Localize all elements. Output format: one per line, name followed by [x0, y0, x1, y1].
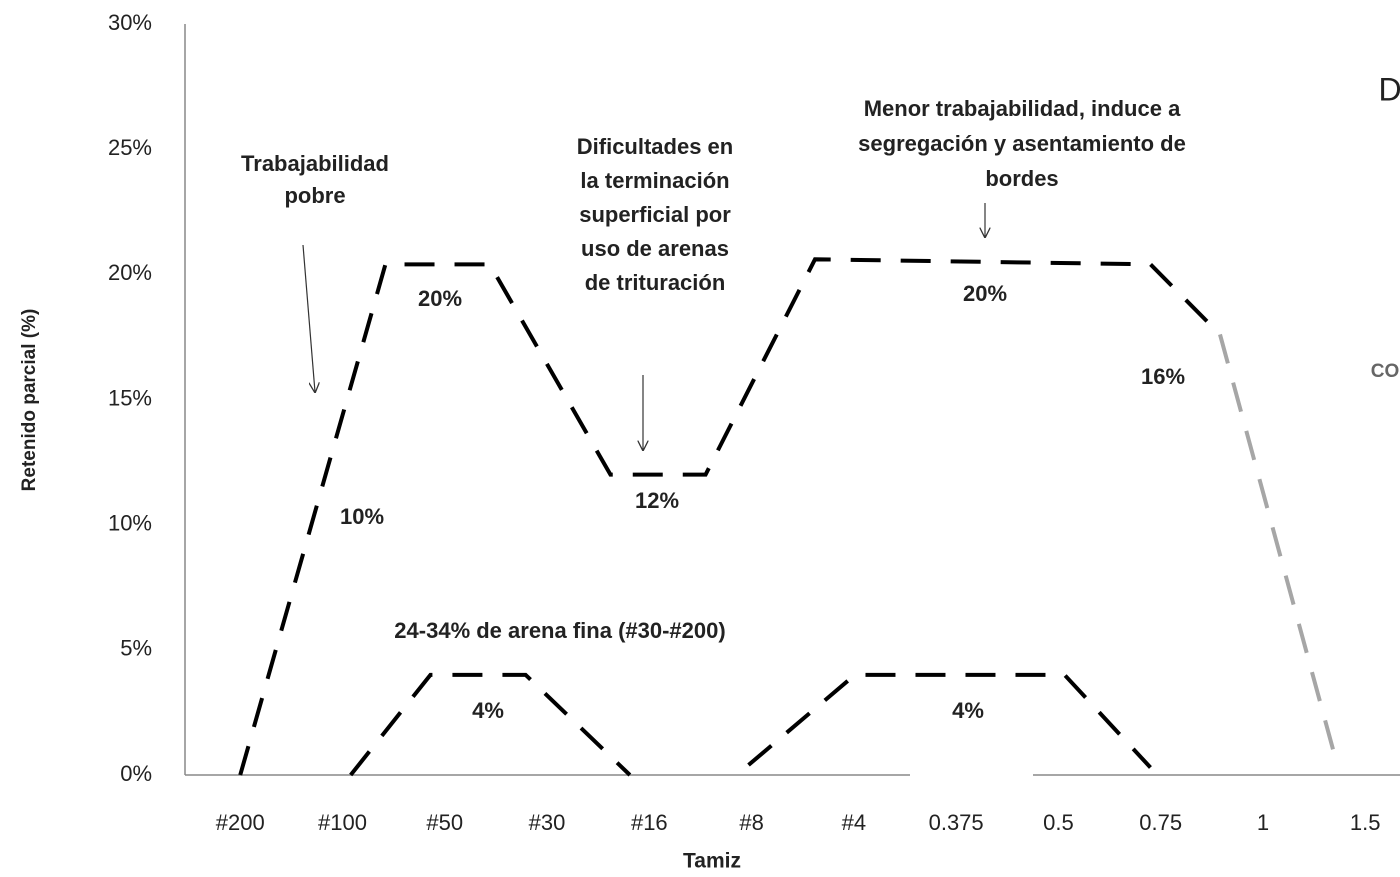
- x-tick-label: 0.375: [929, 810, 984, 835]
- x-tick-label: 0.5: [1043, 810, 1074, 835]
- y-tick-label: 5%: [120, 636, 152, 661]
- annotation: 10%: [340, 504, 384, 529]
- y-axis-title: Retenido parcial (%): [19, 309, 40, 492]
- line: [349, 672, 1152, 777]
- x-tick-label: #30: [529, 810, 566, 835]
- x-tick-label: #200: [216, 810, 265, 835]
- x-axis-title: Tamiz: [683, 850, 741, 873]
- annotation: bordes: [985, 166, 1058, 191]
- annotation: CO: [1371, 361, 1400, 382]
- x-tick-label: 1: [1257, 810, 1269, 835]
- annotation: uso de arenas: [581, 236, 729, 261]
- annotation: superficial por: [579, 202, 731, 227]
- annotation: Dificultades en: [577, 134, 733, 159]
- annotation: pobre: [284, 183, 345, 208]
- annotation: la terminación: [580, 168, 729, 193]
- x-tick-label: #100: [318, 810, 367, 835]
- annotation: 4%: [952, 698, 984, 723]
- x-tick-label: #50: [426, 810, 463, 835]
- annotation: 12%: [635, 488, 679, 513]
- y-tick-label: 30%: [108, 10, 152, 35]
- x-tick-label: #8: [739, 810, 763, 835]
- y-tick-label: 25%: [108, 135, 152, 160]
- annotation: 20%: [418, 286, 462, 311]
- y-tick-label: 15%: [108, 385, 152, 410]
- line: [1218, 333, 1337, 756]
- arrow: [302, 244, 315, 392]
- y-tick-label: 0%: [120, 761, 152, 786]
- annotation: 4%: [472, 698, 504, 723]
- x-tick-label: #16: [631, 810, 668, 835]
- annotation: 24-34% de arena fina (#30-#200): [394, 618, 725, 643]
- line: [238, 257, 1222, 776]
- annotation: segregación y asentamiento de: [858, 131, 1186, 156]
- annotation: 16%: [1141, 364, 1185, 389]
- annotation: Menor trabajabilidad, induce a: [864, 96, 1181, 121]
- y-tick-label: 10%: [108, 510, 152, 535]
- x-tick-label: 0.75: [1139, 810, 1182, 835]
- annotation: de trituración: [585, 270, 726, 295]
- annotation: 20%: [963, 281, 1007, 306]
- x-tick-label: 1.5: [1350, 810, 1381, 835]
- y-tick-label: 20%: [108, 260, 152, 285]
- annotation: Trabajabilidad: [241, 151, 389, 176]
- x-tick-label: #4: [842, 810, 866, 835]
- annotation: D: [1378, 71, 1400, 107]
